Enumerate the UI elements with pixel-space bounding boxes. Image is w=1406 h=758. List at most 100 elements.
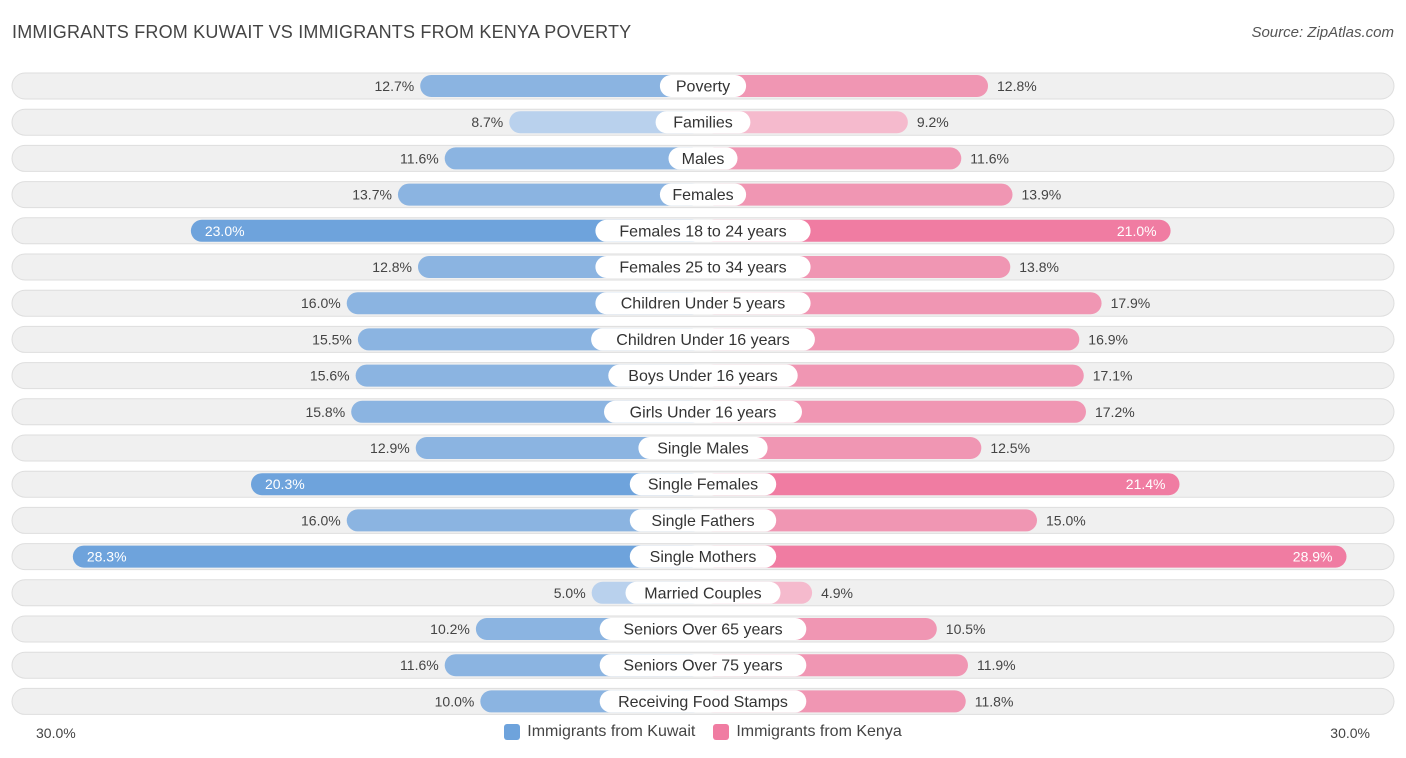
bar-kenya — [703, 364, 1084, 387]
category-label: Single Females — [648, 477, 758, 494]
category-label: Males — [682, 151, 725, 168]
value-label-kuwait: 12.8% — [372, 259, 412, 275]
bar-kuwait — [72, 545, 703, 568]
category-pill — [599, 654, 807, 677]
category-label: Seniors Over 65 years — [623, 622, 782, 639]
category-label: Children Under 5 years — [621, 296, 786, 313]
category-label: Females 18 to 24 years — [619, 223, 786, 240]
value-label-kenya: 12.5% — [990, 440, 1030, 456]
category-pill — [595, 292, 811, 315]
value-label-kenya: 17.2% — [1095, 404, 1135, 420]
value-label-kuwait: 10.2% — [430, 621, 470, 637]
category-pill — [595, 219, 811, 242]
bar-kuwait — [250, 473, 703, 496]
value-label-kuwait: 20.3% — [265, 476, 305, 492]
value-label-kuwait: 11.6% — [400, 150, 439, 166]
category-pill — [659, 183, 747, 206]
legend: Immigrants from Kuwait Immigrants from K… — [0, 723, 1406, 741]
bar-kenya — [703, 473, 1180, 496]
bar-kuwait — [346, 509, 703, 532]
value-label-kenya: 17.9% — [1111, 295, 1151, 311]
legend-label-kenya: Immigrants from Kenya — [736, 723, 902, 740]
chart-title: IMMIGRANTS FROM KUWAIT VS IMMIGRANTS FRO… — [12, 22, 632, 42]
value-label-kuwait: 15.5% — [312, 331, 352, 347]
value-label-kuwait: 15.6% — [310, 368, 350, 384]
category-pill — [599, 690, 807, 713]
value-label-kenya: 11.8% — [975, 693, 1014, 709]
value-label-kuwait: 16.0% — [301, 512, 341, 528]
legend-swatch-kuwait — [504, 724, 521, 740]
value-label-kuwait: 12.9% — [370, 440, 410, 456]
category-pill — [659, 75, 747, 97]
category-pill — [625, 581, 781, 604]
category-label: Single Mothers — [650, 549, 757, 566]
value-label-kenya: 16.9% — [1088, 331, 1128, 347]
category-pill — [608, 364, 798, 387]
value-label-kenya: 12.8% — [997, 78, 1037, 94]
bar-kuwait — [190, 219, 703, 242]
category-label: Poverty — [676, 79, 730, 96]
category-pill — [629, 473, 777, 496]
value-label-kuwait: 11.6% — [400, 657, 439, 673]
bar-kenya — [703, 75, 989, 97]
category-pill — [604, 400, 802, 423]
category-label: Females 25 to 34 years — [619, 260, 786, 277]
value-label-kenya: 13.8% — [1019, 259, 1059, 275]
category-pill — [638, 437, 768, 459]
source-label: Source: ZipAtlas.com — [1251, 24, 1394, 41]
category-label: Single Fathers — [651, 513, 754, 530]
diverging-bar-chart: 12.7% 12.8% Poverty 8.7% 9.2% Families 11.6% 11… — [11, 72, 1395, 715]
category-pill — [668, 147, 738, 170]
axis-left-label: 30.0% — [36, 725, 76, 741]
axis-right-label: 30.0% — [1330, 725, 1370, 741]
bar-kuwait — [397, 183, 703, 206]
value-label-kenya: 21.4% — [1126, 476, 1166, 492]
bar-kenya — [703, 437, 982, 459]
category-label: Females — [672, 187, 733, 204]
value-label-kuwait: 12.7% — [375, 78, 415, 94]
bar-kenya — [703, 219, 1171, 242]
category-label: Families — [673, 115, 733, 132]
value-label-kenya: 11.9% — [977, 657, 1016, 673]
value-label-kuwait: 5.0% — [554, 585, 586, 601]
value-label-kenya: 13.9% — [1022, 187, 1062, 203]
bar-kuwait — [415, 437, 703, 459]
category-pill — [655, 111, 751, 134]
value-label-kuwait: 13.7% — [352, 187, 392, 203]
value-label-kuwait: 8.7% — [471, 114, 503, 130]
bar-kenya — [703, 509, 1037, 532]
bar-kenya — [703, 111, 908, 134]
category-pill — [595, 256, 811, 278]
value-label-kenya: 17.1% — [1093, 368, 1133, 384]
category-label: Girls Under 16 years — [630, 404, 777, 421]
category-label: Married Couples — [644, 585, 761, 602]
legend-label-kuwait: Immigrants from Kuwait — [527, 723, 696, 740]
value-label-kenya: 28.9% — [1293, 549, 1333, 565]
legend-item-kenya[interactable]: Immigrants from Kenya — [713, 723, 902, 741]
value-label-kuwait: 10.0% — [435, 693, 475, 709]
value-label-kenya: 11.6% — [970, 150, 1009, 166]
category-label: Single Males — [657, 441, 749, 458]
value-label-kenya: 21.0% — [1117, 223, 1157, 239]
category-label: Children Under 16 years — [616, 332, 789, 349]
category-label: Receiving Food Stamps — [618, 694, 788, 711]
value-label-kuwait: 23.0% — [205, 223, 245, 239]
category-label: Seniors Over 75 years — [623, 658, 782, 675]
legend-item-kuwait[interactable]: Immigrants from Kuwait — [504, 723, 695, 741]
category-pill — [629, 545, 777, 568]
value-label-kenya: 15.0% — [1046, 512, 1086, 528]
bar-kuwait — [444, 147, 703, 170]
bar-kenya — [703, 183, 1013, 206]
value-label-kenya: 4.9% — [821, 585, 853, 601]
bar-kuwait — [420, 75, 703, 97]
value-label-kenya: 9.2% — [917, 114, 949, 130]
value-label-kuwait: 16.0% — [301, 295, 341, 311]
bar-kenya — [703, 147, 962, 170]
bar-kuwait — [509, 111, 703, 134]
category-pill — [599, 618, 807, 640]
legend-swatch-kenya — [713, 724, 730, 740]
value-label-kenya: 10.5% — [946, 621, 986, 637]
value-label-kuwait: 15.8% — [305, 404, 345, 420]
bar-kenya — [703, 545, 1347, 568]
category-pill — [591, 328, 815, 351]
